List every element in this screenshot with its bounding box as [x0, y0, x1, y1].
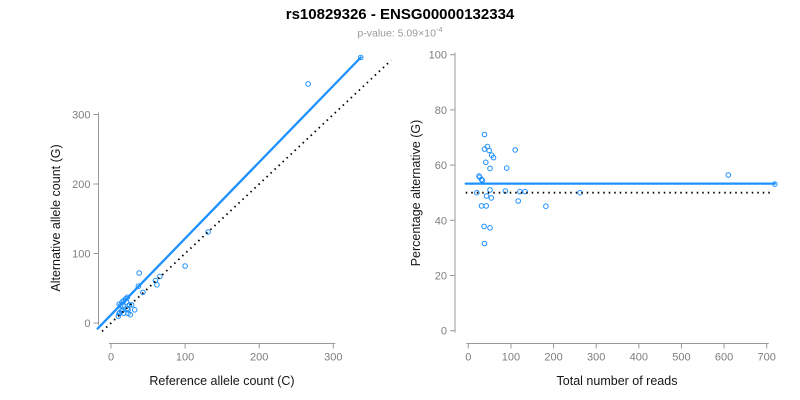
y-tick-label: 0 [84, 318, 90, 330]
y-tick-label: 200 [72, 179, 90, 191]
data-point [483, 193, 490, 199]
x-tick-label: 100 [176, 352, 194, 364]
data-point [478, 176, 485, 183]
y-tick-label: 0 [441, 326, 447, 338]
data-point [119, 307, 125, 314]
data-point [481, 131, 488, 138]
x-tick-label: 700 [758, 352, 776, 364]
data-point [128, 302, 135, 308]
x-tick-label: 600 [715, 352, 733, 364]
data-point [131, 307, 138, 313]
data-point [486, 147, 493, 154]
x-tick-label: 300 [324, 352, 342, 364]
data-point [135, 283, 142, 290]
x-tick-label: 500 [672, 352, 690, 364]
data-point [481, 240, 488, 247]
data-point [512, 147, 519, 153]
data-point [488, 195, 495, 201]
fit-line [96, 56, 362, 330]
y-tick-label: 100 [429, 50, 447, 62]
data-point [157, 273, 163, 280]
x-tick-label: 0 [465, 352, 471, 364]
data-point [136, 270, 142, 276]
plot-title: rs10829326 - ENSG00000132334 [285, 6, 515, 23]
data-point [522, 188, 528, 195]
y-tick-label: 100 [72, 249, 90, 261]
right-yaxis-label: Percentage alternative (G) [409, 119, 423, 267]
x-tick-label: 100 [502, 352, 520, 364]
pvalue-text: p-value: 5.09×10 [357, 27, 436, 40]
data-point [474, 189, 480, 196]
y-tick-label: 300 [72, 110, 90, 122]
data-point [515, 198, 522, 204]
left-yaxis-label: Alternative allele count (G) [49, 144, 63, 292]
x-tick-label: 0 [108, 352, 114, 364]
data-point [154, 282, 160, 288]
data-point [725, 172, 732, 178]
data-point [543, 203, 549, 209]
data-point [503, 165, 510, 171]
data-point [140, 289, 146, 296]
x-tick-label: 200 [544, 352, 562, 364]
y-tick-label: 60 [435, 160, 447, 172]
data-point [182, 263, 188, 269]
x-tick-label: 300 [587, 352, 605, 364]
data-point [481, 223, 487, 230]
plot-subtitle: p-value: 5.09×10-4 [357, 25, 442, 40]
x-tick-label: 200 [250, 352, 268, 364]
y-tick-label: 20 [435, 271, 447, 283]
data-point [127, 311, 134, 318]
data-point [483, 203, 490, 209]
data-point [481, 146, 488, 152]
data-point [125, 307, 131, 313]
data-point [305, 81, 311, 87]
data-point [478, 203, 485, 209]
y-tick-label: 80 [435, 105, 447, 117]
identity-line [101, 59, 392, 332]
data-point [205, 229, 211, 235]
left-xaxis-label: Reference allele count (C) [149, 374, 295, 388]
pvalue-exponent: -4 [435, 25, 443, 34]
data-point [487, 165, 493, 172]
x-tick-label: 400 [630, 352, 648, 364]
data-point [115, 313, 122, 319]
y-tick-label: 40 [435, 215, 447, 227]
data-point [487, 187, 493, 193]
data-point [483, 159, 489, 166]
right-xaxis-label: Total number of reads [556, 374, 678, 388]
data-point [490, 154, 497, 161]
data-point [487, 225, 493, 231]
data-point [357, 54, 364, 61]
